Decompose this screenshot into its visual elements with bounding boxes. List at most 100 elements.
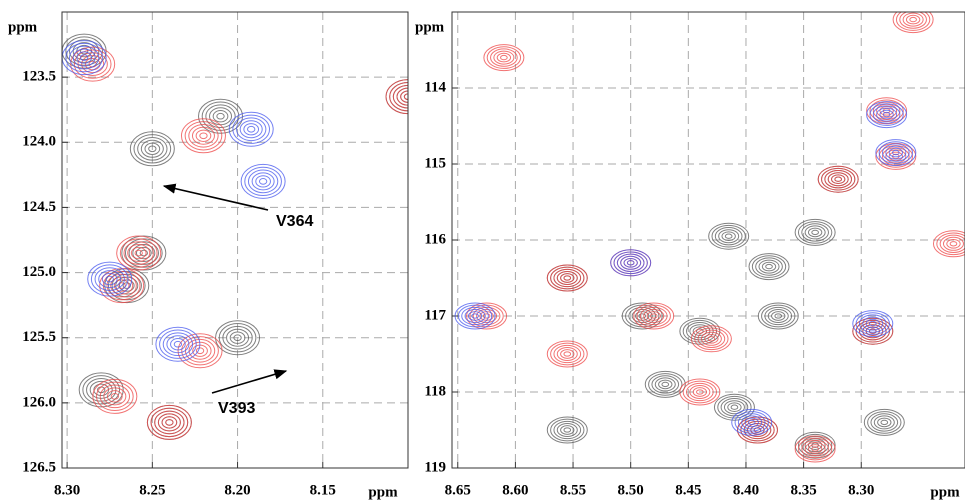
- arrow: [211, 369, 288, 394]
- contour-line: [692, 387, 708, 397]
- x-tick-label: 8.65: [445, 482, 471, 498]
- contour-line: [902, 12, 924, 27]
- contour-line: [550, 418, 585, 442]
- contour-line: [867, 411, 902, 434]
- contour-line: [613, 251, 648, 275]
- contour-line: [737, 413, 766, 432]
- contour-line: [610, 249, 652, 277]
- contour-line: [888, 151, 903, 162]
- contour-line: [873, 415, 895, 430]
- contour-line: [471, 313, 479, 319]
- contour-line: [717, 395, 752, 419]
- peak: [78, 372, 124, 408]
- contour-line: [146, 404, 192, 440]
- contour-line: [546, 264, 588, 292]
- y-tick-label: 114: [424, 79, 446, 95]
- contour-line: [155, 326, 201, 362]
- contour-line: [403, 93, 408, 101]
- contour-line: [560, 273, 575, 283]
- contour-line: [137, 136, 168, 161]
- contour-line: [690, 325, 732, 353]
- contour-line: [106, 273, 137, 298]
- y-tick-label: 124.5: [22, 199, 56, 215]
- peak: [146, 404, 192, 440]
- contour-line: [482, 313, 491, 319]
- contour-line: [81, 55, 105, 74]
- contour-line: [658, 379, 673, 390]
- contour-line: [129, 131, 175, 167]
- contour-line: [258, 178, 268, 185]
- contour-line: [644, 370, 686, 398]
- contour-line: [707, 336, 716, 342]
- contour-line: [546, 416, 588, 444]
- contour-line: [65, 42, 103, 73]
- contour-line: [626, 260, 635, 266]
- contour-line: [811, 229, 819, 236]
- x-tick-label: 8.45: [675, 482, 701, 498]
- contour-line: [154, 410, 185, 435]
- contour-line: [454, 302, 496, 330]
- contour-line: [797, 433, 833, 457]
- contour-line: [661, 381, 670, 388]
- contour-line: [747, 419, 756, 426]
- contour-line: [700, 331, 722, 346]
- contour-line: [79, 54, 89, 61]
- contour-line: [891, 149, 900, 156]
- contour-line: [396, 87, 408, 106]
- x-tick-label: 8.60: [502, 482, 528, 498]
- contour-line: [496, 52, 512, 63]
- peak: [116, 235, 162, 271]
- peak: [546, 340, 588, 368]
- contour-line: [878, 141, 913, 164]
- contour-line: [483, 44, 525, 72]
- contour-line: [385, 79, 408, 115]
- contour-line: [563, 275, 572, 281]
- contour-line: [852, 317, 894, 345]
- contour-line: [734, 411, 769, 434]
- contour-line: [765, 263, 773, 270]
- contour-line: [205, 104, 236, 129]
- contour-line: [862, 324, 884, 339]
- arrow: [162, 183, 269, 211]
- y-tick-label: 125.0: [22, 264, 56, 280]
- y-tick-label: 117: [424, 307, 446, 323]
- contour-line: [708, 222, 750, 250]
- contour-line: [103, 387, 127, 406]
- contour-line: [96, 381, 134, 412]
- contour-line: [195, 347, 205, 355]
- contour-line: [858, 314, 887, 333]
- contour-line: [124, 238, 163, 268]
- contour-line: [247, 125, 256, 133]
- peak: [852, 310, 894, 338]
- contour-line: [905, 14, 921, 25]
- y-tick-label: 126.5: [22, 459, 56, 475]
- contour-line: [801, 436, 829, 455]
- contour-line: [942, 236, 964, 251]
- x-tick-label: 8.15: [310, 482, 336, 498]
- contour-line: [236, 117, 267, 142]
- contour-line: [553, 268, 582, 288]
- contour-line: [651, 375, 680, 394]
- contour-line: [804, 442, 826, 456]
- contour-line: [909, 16, 917, 23]
- contour-line: [170, 338, 186, 351]
- contour-line: [731, 408, 773, 436]
- contour-line: [740, 418, 775, 442]
- peak: [155, 326, 201, 362]
- contour-line: [949, 241, 958, 247]
- peak: [757, 302, 799, 330]
- contour-line: [696, 328, 704, 334]
- contour-line: [89, 380, 113, 399]
- annotation: V393: [218, 400, 255, 417]
- peak: [866, 97, 908, 125]
- contour-line: [794, 435, 836, 463]
- peak: [483, 44, 525, 72]
- contour-line: [556, 347, 578, 361]
- peak: [731, 408, 773, 436]
- contour-line: [232, 114, 271, 144]
- contour-line: [68, 45, 100, 70]
- contour-line: [162, 332, 194, 357]
- contour-line: [78, 372, 124, 408]
- contour-line: [181, 336, 219, 366]
